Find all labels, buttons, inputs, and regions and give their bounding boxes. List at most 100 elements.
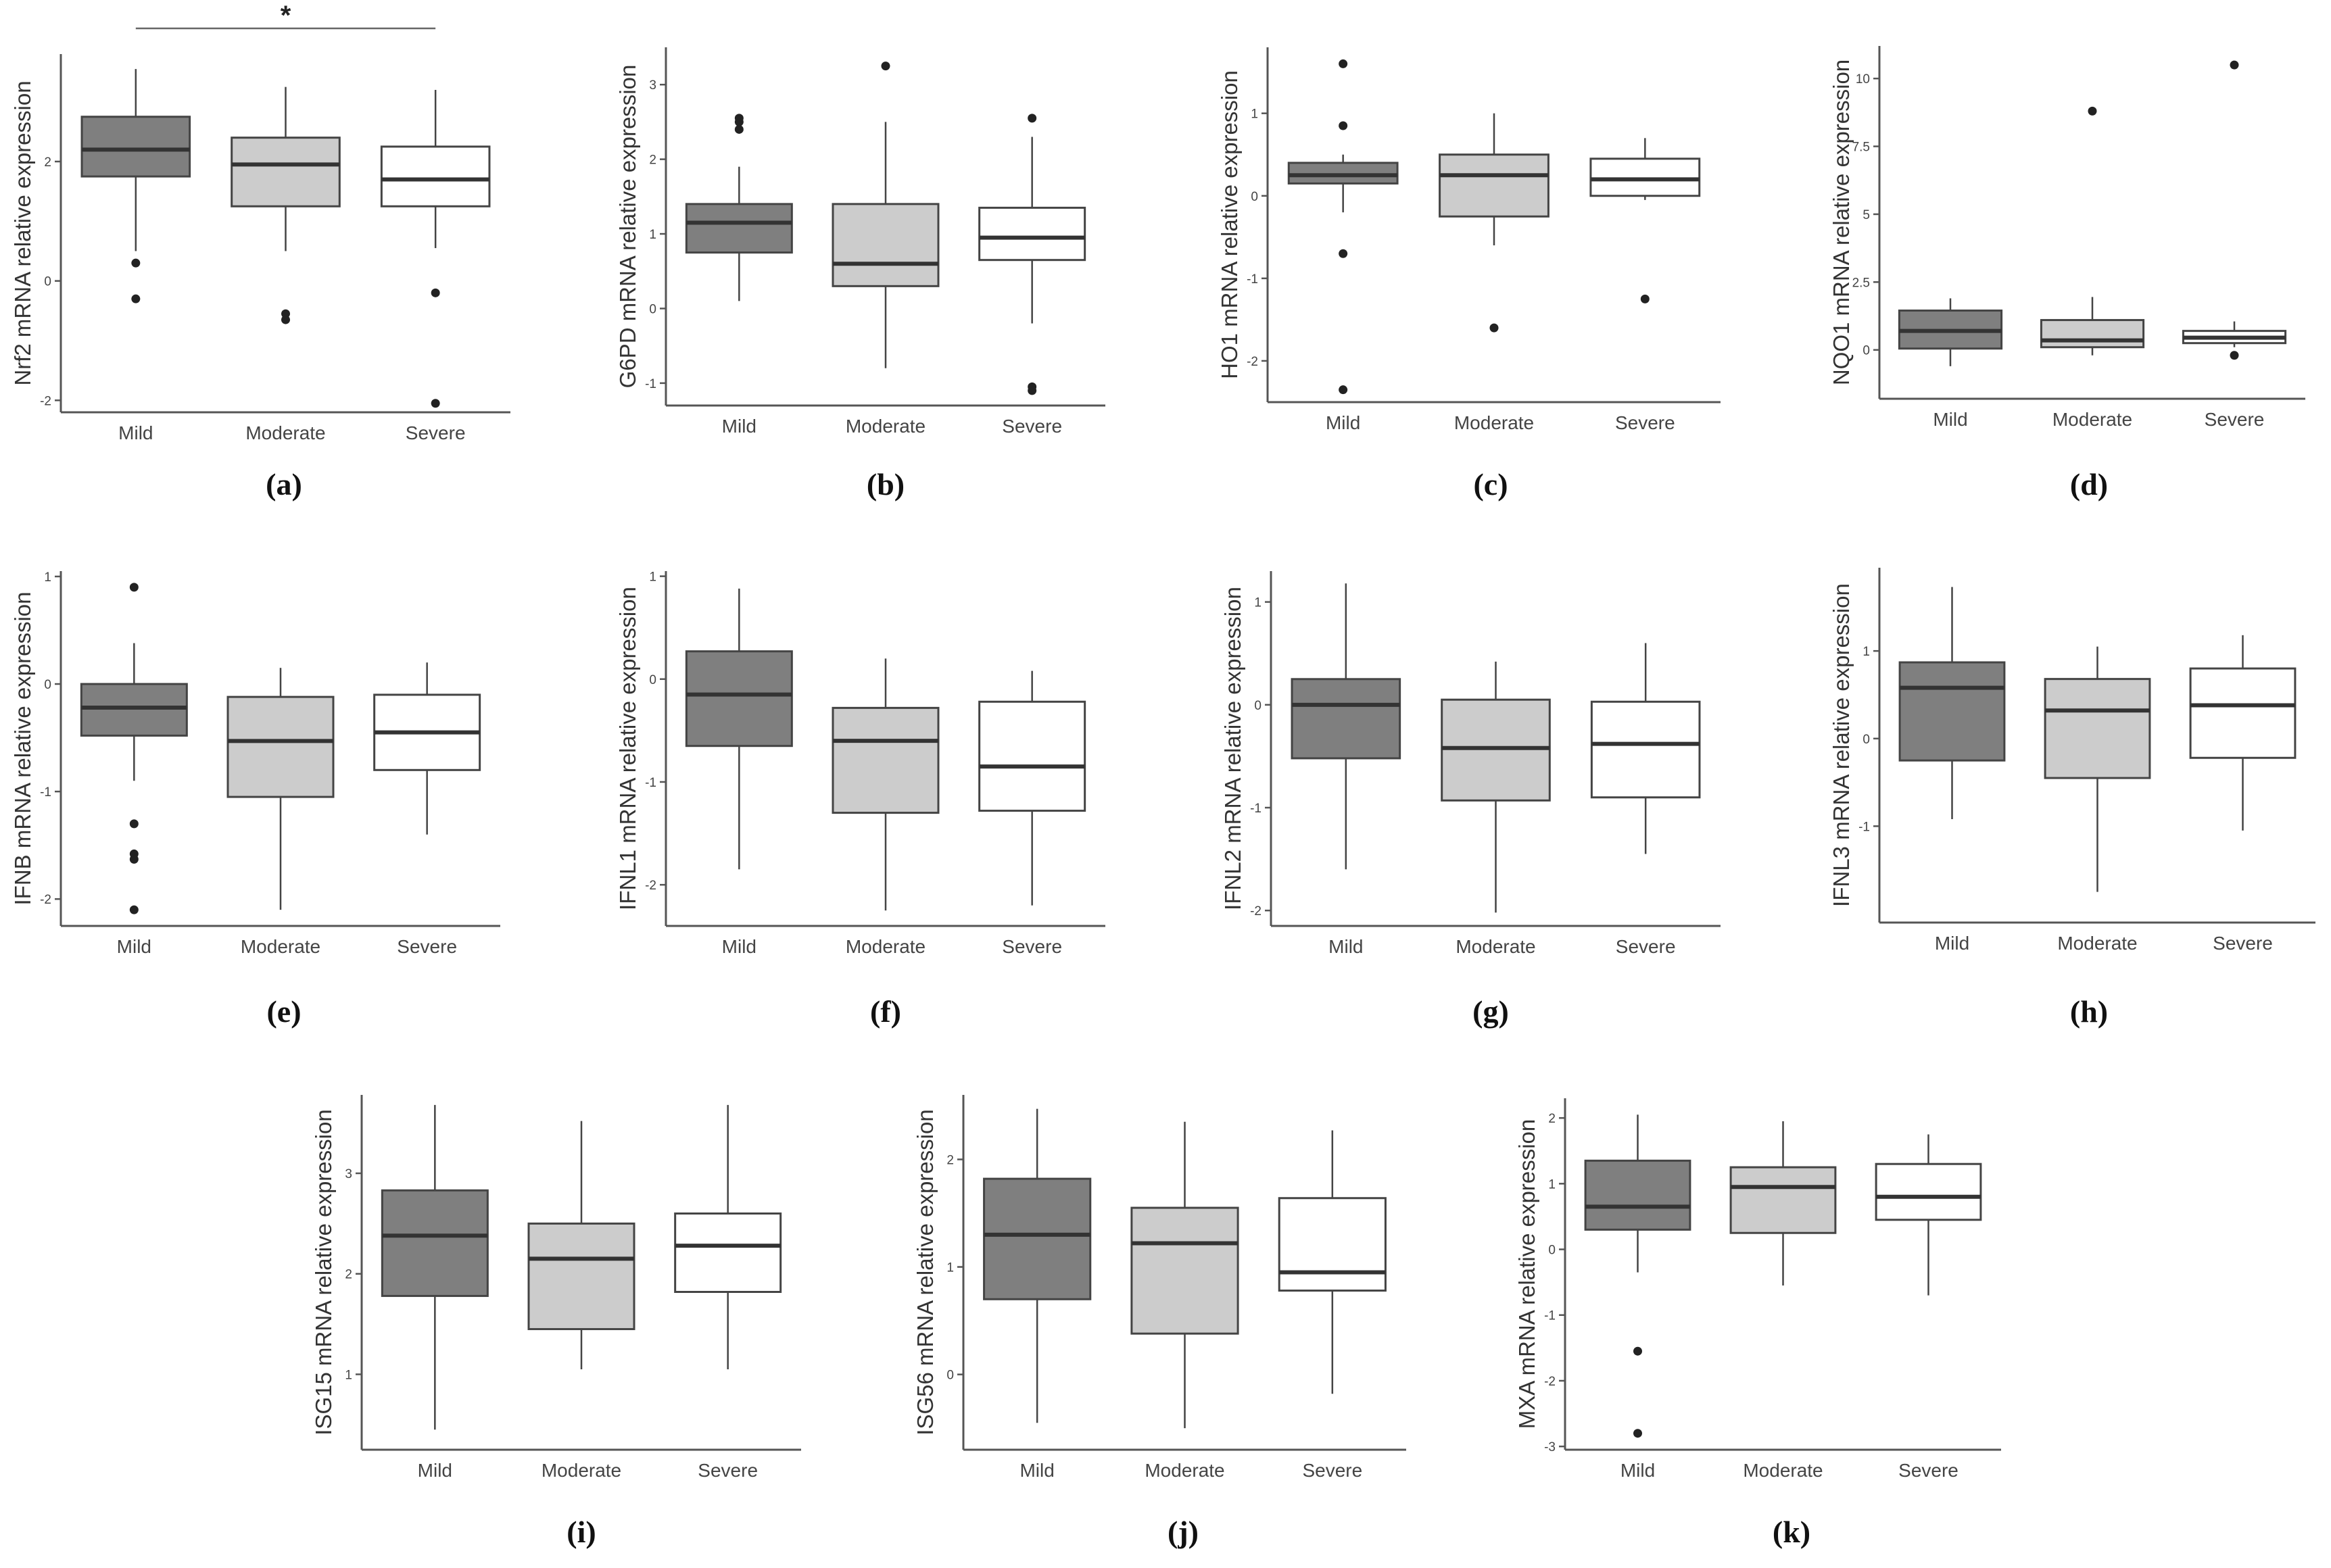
y-tick-label: 0 [946, 1369, 954, 1383]
box-iqr [2189, 667, 2297, 759]
y-tick-label: 0 [44, 275, 51, 289]
y-tick-label: 0 [1863, 733, 1870, 747]
panel-i: 1 2 3 ISG15 mRNA relative expression Mild Mod… [311, 1095, 801, 1481]
outlier-point [129, 819, 139, 829]
outlier-point [1640, 294, 1650, 303]
y-tick-label: -3 [1544, 1440, 1556, 1454]
box-iqr [1589, 157, 1701, 197]
outlier-point [1339, 121, 1348, 130]
y-tick-label: -1 [1544, 1309, 1556, 1323]
box-mild [1287, 59, 1399, 395]
box-iqr [80, 683, 188, 737]
box-mild [381, 1104, 489, 1430]
box-iqr [1898, 661, 2006, 762]
box-severe [2182, 60, 2287, 360]
y-tick-label: -1 [40, 785, 51, 800]
box-iqr [685, 650, 793, 748]
box-mild [685, 588, 793, 870]
y-axis-label: NQO1 mRNA relative expression [1829, 59, 1854, 385]
box-iqr [1729, 1166, 1837, 1234]
y-axis-label: IFNB mRNA relative expression [10, 592, 35, 906]
y-tick-label: 2 [44, 155, 51, 170]
outlier-point [1339, 59, 1348, 68]
panel-k: -3 -2 -1 0 1 2 MXA mRNA relative expression Mil… [1514, 1098, 2001, 1481]
x-tick-label: Severe [1615, 412, 1675, 433]
outlier-point [2088, 106, 2097, 116]
y-axis-label: MXA mRNA relative expression [1514, 1119, 1539, 1429]
x-tick-label: Moderate [2057, 933, 2137, 954]
x-tick-label: Moderate [542, 1460, 621, 1481]
box-moderate [1130, 1121, 1239, 1429]
x-tick-label: Moderate [1145, 1460, 1224, 1481]
box-iqr [685, 203, 793, 254]
box-moderate [1729, 1121, 1837, 1286]
outlier-point [1339, 385, 1348, 395]
panel-label-a: (a) [266, 467, 302, 501]
y-axis-label: IFNL1 mRNA relative expression [615, 587, 640, 910]
y-axis-label: HO1 mRNA relative expression [1217, 70, 1242, 379]
box-mild [80, 583, 188, 914]
outlier-point [2230, 351, 2239, 360]
x-tick-label: Mild [722, 936, 756, 957]
y-tick-label: 1 [649, 570, 656, 585]
y-tick-label: 2 [1548, 1112, 1556, 1126]
y-tick-label: 3 [649, 78, 656, 93]
y-tick-label: 0 [649, 673, 656, 687]
y-tick-label: 2 [345, 1268, 352, 1282]
y-axis-label: ISG56 mRNA relative expression [913, 1109, 938, 1435]
y-tick-label: -2 [645, 879, 656, 893]
y-tick-label: -2 [1247, 355, 1258, 369]
x-tick-label: Mild [1933, 409, 1967, 430]
panel-j: 0 1 2 ISG56 mRNA relative expression Mild Mod… [913, 1095, 1406, 1481]
x-tick-label: Mild [1019, 1460, 1054, 1481]
x-tick-label: Severe [698, 1460, 758, 1481]
box-iqr [80, 116, 191, 178]
box-severe [1875, 1134, 1982, 1296]
box-severe [1590, 643, 1701, 854]
y-tick-label: 1 [946, 1261, 954, 1275]
outlier-point [1633, 1429, 1642, 1438]
box-iqr [978, 206, 1086, 262]
x-tick-label: Mild [1328, 936, 1363, 957]
box-severe [373, 662, 481, 835]
y-tick-label: 1 [1251, 107, 1258, 122]
y-tick-label: -2 [40, 893, 51, 907]
panel-label-d: (d) [2069, 467, 2109, 501]
x-tick-label: Severe [397, 936, 457, 957]
y-axis-label: Nrf2 mRNA relative expression [10, 80, 35, 385]
box-iqr [674, 1212, 782, 1294]
box-iqr [983, 1177, 1092, 1300]
y-tick-label: -1 [1250, 802, 1261, 816]
box-mild [1584, 1114, 1691, 1438]
y-tick-label: 0 [649, 302, 656, 316]
panel-label-b: (b) [866, 467, 905, 501]
box-iqr [2040, 319, 2145, 349]
outlier-point [1489, 323, 1499, 333]
box-severe [2189, 635, 2297, 831]
panel-a: -2 0 2 Nrf2 mRNA relative expression Mild Mod… [10, 1, 510, 443]
panel-g: -2 -1 0 1 IFNL2 mRNA relative expression Mild… [1220, 571, 1721, 957]
box-severe [978, 670, 1086, 906]
x-tick-label: Moderate [1743, 1460, 1823, 1481]
x-tick-label: Mild [1620, 1460, 1655, 1481]
box-iqr [978, 700, 1086, 812]
x-tick-label: Moderate [1456, 936, 1535, 957]
outlier-point [131, 258, 141, 268]
x-tick-label: Moderate [846, 936, 926, 957]
panel-label-h: (h) [2069, 994, 2109, 1029]
y-axis-label: ISG15 mRNA relative expression [311, 1109, 336, 1435]
box-iqr [1584, 1159, 1691, 1231]
box-iqr [1441, 698, 1551, 802]
x-tick-label: Severe [1002, 416, 1062, 437]
y-tick-label: -1 [645, 776, 656, 790]
x-tick-label: Severe [1898, 1460, 1958, 1481]
box-moderate [832, 658, 940, 911]
box-moderate [231, 87, 341, 324]
y-tick-label: 3 [345, 1167, 352, 1181]
outlier-point [1028, 114, 1037, 123]
panel-b: -1 0 1 2 3 G6PD mRNA relative expression Mild M… [615, 47, 1105, 437]
box-iqr [381, 1189, 489, 1297]
outlier-point [1633, 1346, 1642, 1356]
box-iqr [1291, 678, 1401, 760]
y-axis-label: IFNL2 mRNA relative expression [1220, 587, 1245, 910]
